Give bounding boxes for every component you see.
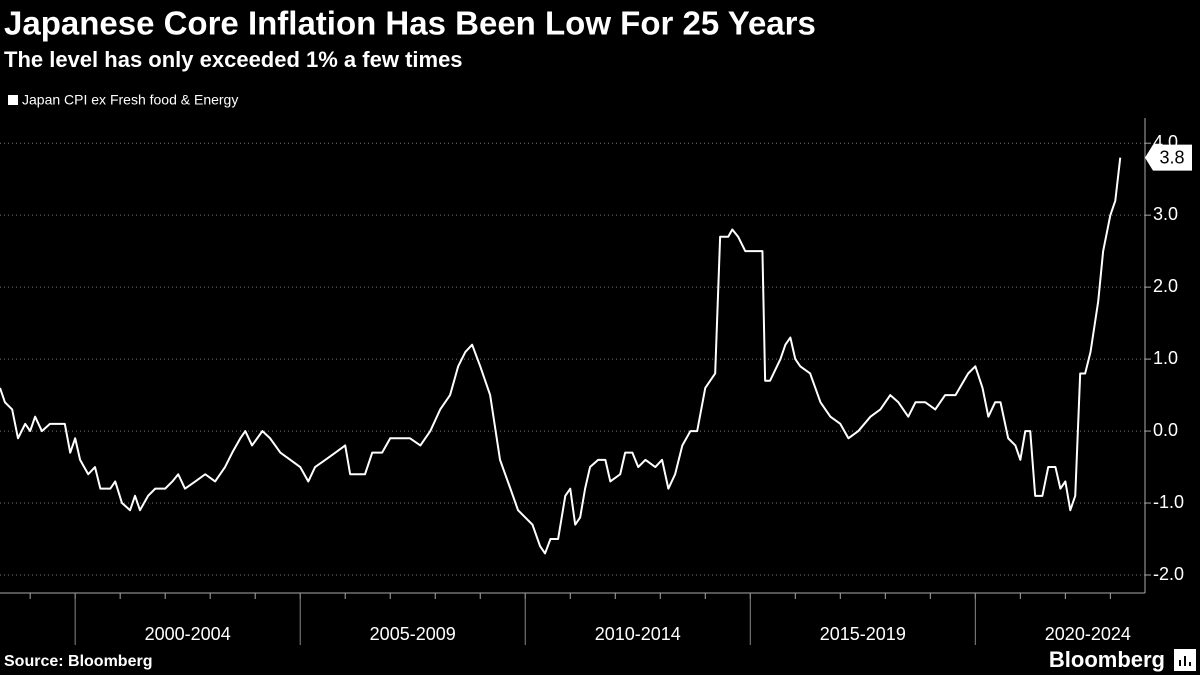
- chart-subtitle: The level has only exceeded 1% a few tim…: [4, 47, 463, 72]
- last-value-label: 3.8: [1159, 147, 1184, 167]
- last-value-box: [1145, 144, 1192, 171]
- x-tick-label: 2005-2009: [370, 624, 456, 644]
- brand-icon-bars: [1179, 656, 1191, 666]
- y-tick-label: 2.0: [1153, 276, 1178, 296]
- y-tick-label: 3.0: [1153, 204, 1178, 224]
- source: Source: Bloomberg: [4, 653, 152, 670]
- series-line: [0, 157, 1122, 555]
- legend-label: Japan CPI ex Fresh food & Energy: [22, 92, 238, 108]
- y-tick-label: 1.0: [1153, 348, 1178, 368]
- y-tick-label: -2.0: [1153, 564, 1184, 584]
- x-tick-label: 2010-2014: [595, 624, 681, 644]
- x-tick-label: 2020-2024: [1045, 624, 1131, 644]
- x-tick-label: 2000-2004: [145, 624, 231, 644]
- x-tick-label: 2015-2019: [820, 624, 906, 644]
- legend-swatch: [8, 95, 18, 105]
- y-tick-label: 0.0: [1153, 420, 1178, 440]
- y-tick-label: -1.0: [1153, 492, 1184, 512]
- brand: Bloomberg: [1049, 647, 1165, 672]
- chart-title: Japanese Core Inflation Has Been Low For…: [4, 5, 816, 42]
